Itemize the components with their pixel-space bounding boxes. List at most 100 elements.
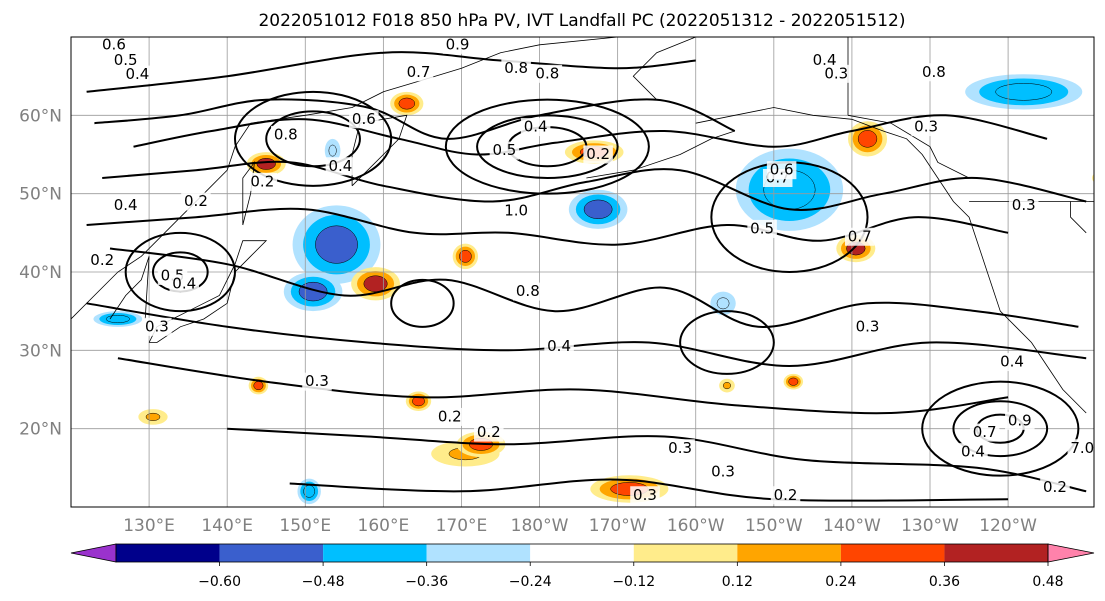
map-title: 2022051012 F018 850 hPa PV, IVT Landfall… <box>258 11 905 31</box>
map-area: 0.60.50.40.90.80.7 0.80.40.3 0.80.40.20.50… <box>71 35 1105 507</box>
contour-label: 0.3 <box>856 317 880 335</box>
shaded-core <box>722 382 731 390</box>
colorbar-segment <box>530 544 634 562</box>
contour-label: 0.5 <box>750 219 774 237</box>
contour-label: 0.4 <box>961 443 985 461</box>
lon-tick-label: 140°W <box>823 516 881 536</box>
contour-label-background <box>821 64 852 83</box>
contour-label-background <box>489 141 520 160</box>
contour-label-background <box>110 51 141 70</box>
contour-label-background <box>87 251 117 270</box>
contour-label-background <box>665 439 695 458</box>
lon-tick-label: 170°W <box>589 516 647 536</box>
colorbar-segment <box>426 544 531 562</box>
shaded-core <box>315 225 358 264</box>
colorbar-segment <box>323 544 427 562</box>
contour-label-background <box>169 274 199 293</box>
contour-label: 0.7 <box>973 423 997 441</box>
lon-tick-label: 130°E <box>123 516 175 536</box>
colorbar-tick-label: 0.12 <box>722 574 753 590</box>
closed-contour <box>444 98 650 195</box>
colorbar-frame <box>115 543 1049 563</box>
closed-contour <box>124 231 236 313</box>
contour-label-background <box>403 63 434 82</box>
colorbar-segment <box>116 544 220 562</box>
shaded-core <box>105 314 130 324</box>
border-line <box>847 114 970 179</box>
shaded-core <box>253 381 264 391</box>
contour-line <box>109 247 1079 328</box>
contour-label: 0.6 <box>352 110 376 128</box>
contour-label: 0.3 <box>633 486 657 504</box>
lon-tick-label: 170°E <box>436 516 488 536</box>
shaded-core <box>1097 175 1105 182</box>
contour-label: 0.2 <box>250 172 274 190</box>
contour-label: 0.6 <box>770 161 794 179</box>
shaded-core <box>256 158 276 170</box>
contour-label-background <box>852 317 883 336</box>
colorbar-extend-min <box>70 543 117 563</box>
contour-label-background <box>1040 478 1070 497</box>
contour-label: 0.3 <box>668 439 692 457</box>
contour-label: 0.5 <box>492 141 516 159</box>
contour-label: 0.8 <box>922 63 946 81</box>
contour-label: 1.0 <box>504 201 528 219</box>
contour-label-background <box>532 64 563 83</box>
contour-label-background <box>434 407 465 426</box>
contour-label: 0.7 <box>407 63 431 81</box>
contour-label: 0.4 <box>813 51 837 69</box>
colorbar-segment <box>737 544 841 562</box>
contour-label-background <box>708 462 738 481</box>
contour-label: 0.8 <box>535 64 559 82</box>
shaded-core <box>857 130 878 148</box>
contour-label-background <box>474 423 504 442</box>
contour-label-background <box>844 227 875 246</box>
contour-label: 0.5 <box>114 51 138 69</box>
colorbar-tick-label: 0.24 <box>825 574 856 590</box>
coastline <box>351 114 408 187</box>
longitude-tick-labels: 130°E 140°E 150°E 160°E 170°E 180°W 170°W 160°W… <box>123 516 1037 536</box>
coastline <box>695 107 1087 414</box>
shaded-core <box>145 412 161 421</box>
contour-label: 0.2 <box>586 145 610 163</box>
lat-tick-label: 60°N <box>19 106 62 126</box>
colorbar-segment <box>944 544 1048 562</box>
contour-label: 0.3 <box>711 462 735 480</box>
colorbar-tick-label: −0.60 <box>198 574 241 590</box>
lat-tick-label: 40°N <box>19 263 62 283</box>
contour-label: 0.4 <box>125 65 149 83</box>
contour-label: 0.6 <box>102 35 126 53</box>
shaded-core <box>398 97 416 110</box>
contour-label: 0.2 <box>184 192 208 210</box>
contour-label-background <box>110 196 141 215</box>
lon-tick-label: 150°W <box>745 516 803 536</box>
colorbar-extend-max <box>1047 543 1095 563</box>
contour-label: 0.8 <box>504 59 528 77</box>
lon-tick-label: 140°E <box>201 516 253 536</box>
coastline <box>586 130 735 179</box>
contour-label-background <box>520 118 551 137</box>
contour-line <box>102 160 1087 211</box>
contour-label: 7.0 <box>1070 439 1094 457</box>
coastline <box>71 37 618 320</box>
shaded-core <box>995 83 1053 101</box>
contour-label-background <box>349 110 379 129</box>
colorbar-tick-label: −0.24 <box>509 574 552 590</box>
closed-contour <box>952 400 1049 458</box>
colorbar-tick-label: −0.12 <box>612 574 655 590</box>
colorbar-segment <box>633 544 738 562</box>
contour-label: 0.7 <box>848 227 872 245</box>
lon-tick-label: 120°W <box>979 516 1037 536</box>
contour-line <box>86 51 696 93</box>
lon-tick-label: 160°E <box>358 516 410 536</box>
contour-label-background <box>99 37 129 54</box>
contour-label: 0.3 <box>145 317 169 335</box>
contour-label: 0.3 <box>914 118 938 136</box>
contour-label: 0.4 <box>1000 353 1024 371</box>
contour-label: 0.4 <box>328 157 352 175</box>
shaded-core <box>328 144 337 157</box>
contour-label: 0.2 <box>477 423 501 441</box>
border-line <box>1070 201 1087 234</box>
closed-contour <box>921 380 1080 477</box>
contour-label-background <box>1008 196 1039 215</box>
